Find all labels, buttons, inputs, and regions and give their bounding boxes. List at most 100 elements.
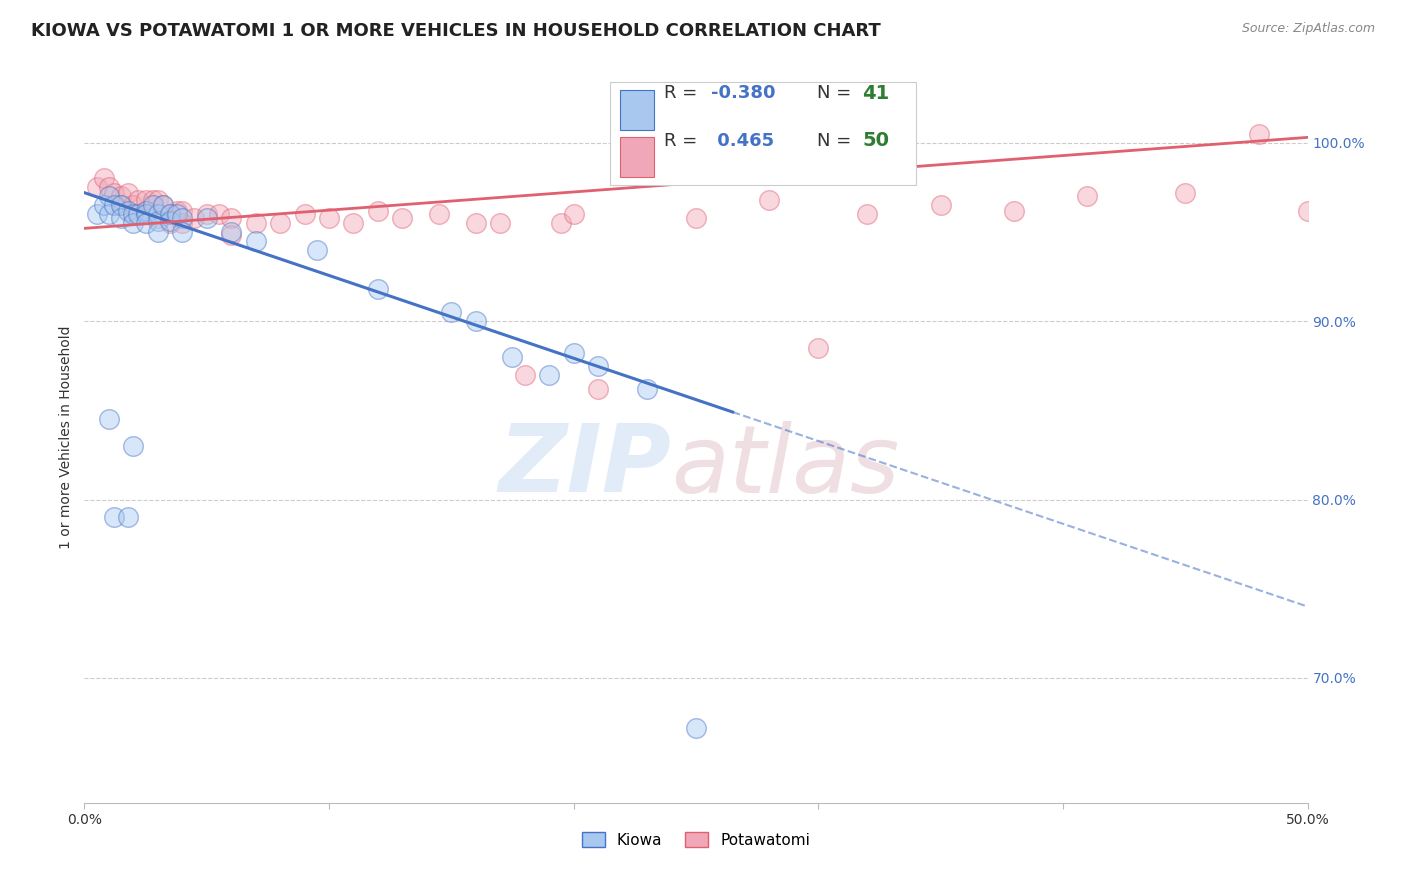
Point <box>122 216 145 230</box>
Point <box>159 207 181 221</box>
Point <box>103 198 125 212</box>
Point <box>636 382 658 396</box>
Point <box>367 282 389 296</box>
Point <box>562 346 585 360</box>
Point <box>97 180 120 194</box>
Point <box>152 198 174 212</box>
Text: Source: ZipAtlas.com: Source: ZipAtlas.com <box>1241 22 1375 36</box>
Point <box>97 189 120 203</box>
Point <box>110 198 132 212</box>
FancyBboxPatch shape <box>620 90 654 130</box>
Y-axis label: 1 or more Vehicles in Household: 1 or more Vehicles in Household <box>59 326 73 549</box>
Point <box>856 207 879 221</box>
Text: 50: 50 <box>862 131 890 151</box>
Point <box>122 207 145 221</box>
Point <box>172 225 194 239</box>
Point <box>122 207 145 221</box>
Point <box>146 211 169 225</box>
Point <box>135 216 157 230</box>
Point <box>489 216 512 230</box>
Point <box>807 341 830 355</box>
Point <box>440 305 463 319</box>
Point <box>183 211 205 225</box>
Point <box>502 350 524 364</box>
Point <box>464 216 486 230</box>
Point <box>586 359 609 373</box>
Point <box>127 207 149 221</box>
Point <box>152 198 174 212</box>
Text: -0.380: -0.380 <box>710 85 775 103</box>
Point <box>146 193 169 207</box>
Point <box>245 234 267 248</box>
Legend: Kiowa, Potawatomi: Kiowa, Potawatomi <box>575 825 817 854</box>
Point <box>1002 203 1025 218</box>
Text: 41: 41 <box>862 84 890 103</box>
Point <box>219 211 242 225</box>
Point <box>86 180 108 194</box>
Point <box>166 203 188 218</box>
Point <box>146 214 169 228</box>
Text: R =: R = <box>664 132 703 150</box>
Point <box>117 203 139 218</box>
Point <box>146 225 169 239</box>
Point <box>166 207 188 221</box>
Point <box>929 198 952 212</box>
FancyBboxPatch shape <box>620 137 654 178</box>
Point <box>135 193 157 207</box>
Point <box>93 198 115 212</box>
Point <box>159 216 181 230</box>
Point <box>1174 186 1197 200</box>
Text: atlas: atlas <box>672 421 900 512</box>
Point <box>367 203 389 218</box>
Point <box>97 412 120 426</box>
Point <box>318 211 340 225</box>
Point <box>195 207 218 221</box>
Point <box>122 439 145 453</box>
Point <box>208 207 231 221</box>
Point <box>159 214 181 228</box>
Point <box>110 211 132 225</box>
Point <box>245 216 267 230</box>
Point <box>758 193 780 207</box>
Point <box>142 193 165 207</box>
Point <box>117 510 139 524</box>
Point <box>117 186 139 200</box>
Point <box>305 243 328 257</box>
Point <box>1247 127 1270 141</box>
Point <box>103 510 125 524</box>
Point <box>159 207 181 221</box>
Text: N =: N = <box>817 85 858 103</box>
Point <box>172 216 194 230</box>
Text: 0.465: 0.465 <box>710 132 773 150</box>
Text: R =: R = <box>664 85 703 103</box>
Point <box>1296 203 1319 218</box>
Point <box>391 211 413 225</box>
Point <box>103 186 125 200</box>
Point <box>172 203 194 218</box>
Point <box>110 189 132 203</box>
Point <box>135 203 157 218</box>
Point <box>464 314 486 328</box>
Point <box>1076 189 1098 203</box>
Text: KIOWA VS POTAWATOMI 1 OR MORE VEHICLES IN HOUSEHOLD CORRELATION CHART: KIOWA VS POTAWATOMI 1 OR MORE VEHICLES I… <box>31 22 880 40</box>
Point <box>86 207 108 221</box>
Point <box>427 207 450 221</box>
Point <box>135 207 157 221</box>
Point <box>342 216 364 230</box>
Point <box>294 207 316 221</box>
Point <box>110 198 132 212</box>
Point <box>219 225 242 239</box>
Point <box>586 382 609 396</box>
Point <box>146 207 169 221</box>
Point <box>269 216 291 230</box>
Point <box>195 211 218 225</box>
Point <box>127 193 149 207</box>
Point <box>538 368 561 382</box>
Point <box>685 721 707 735</box>
Point <box>142 198 165 212</box>
Point <box>122 198 145 212</box>
FancyBboxPatch shape <box>610 82 917 185</box>
Text: ZIP: ZIP <box>499 420 672 512</box>
Point <box>513 368 536 382</box>
Point <box>685 211 707 225</box>
